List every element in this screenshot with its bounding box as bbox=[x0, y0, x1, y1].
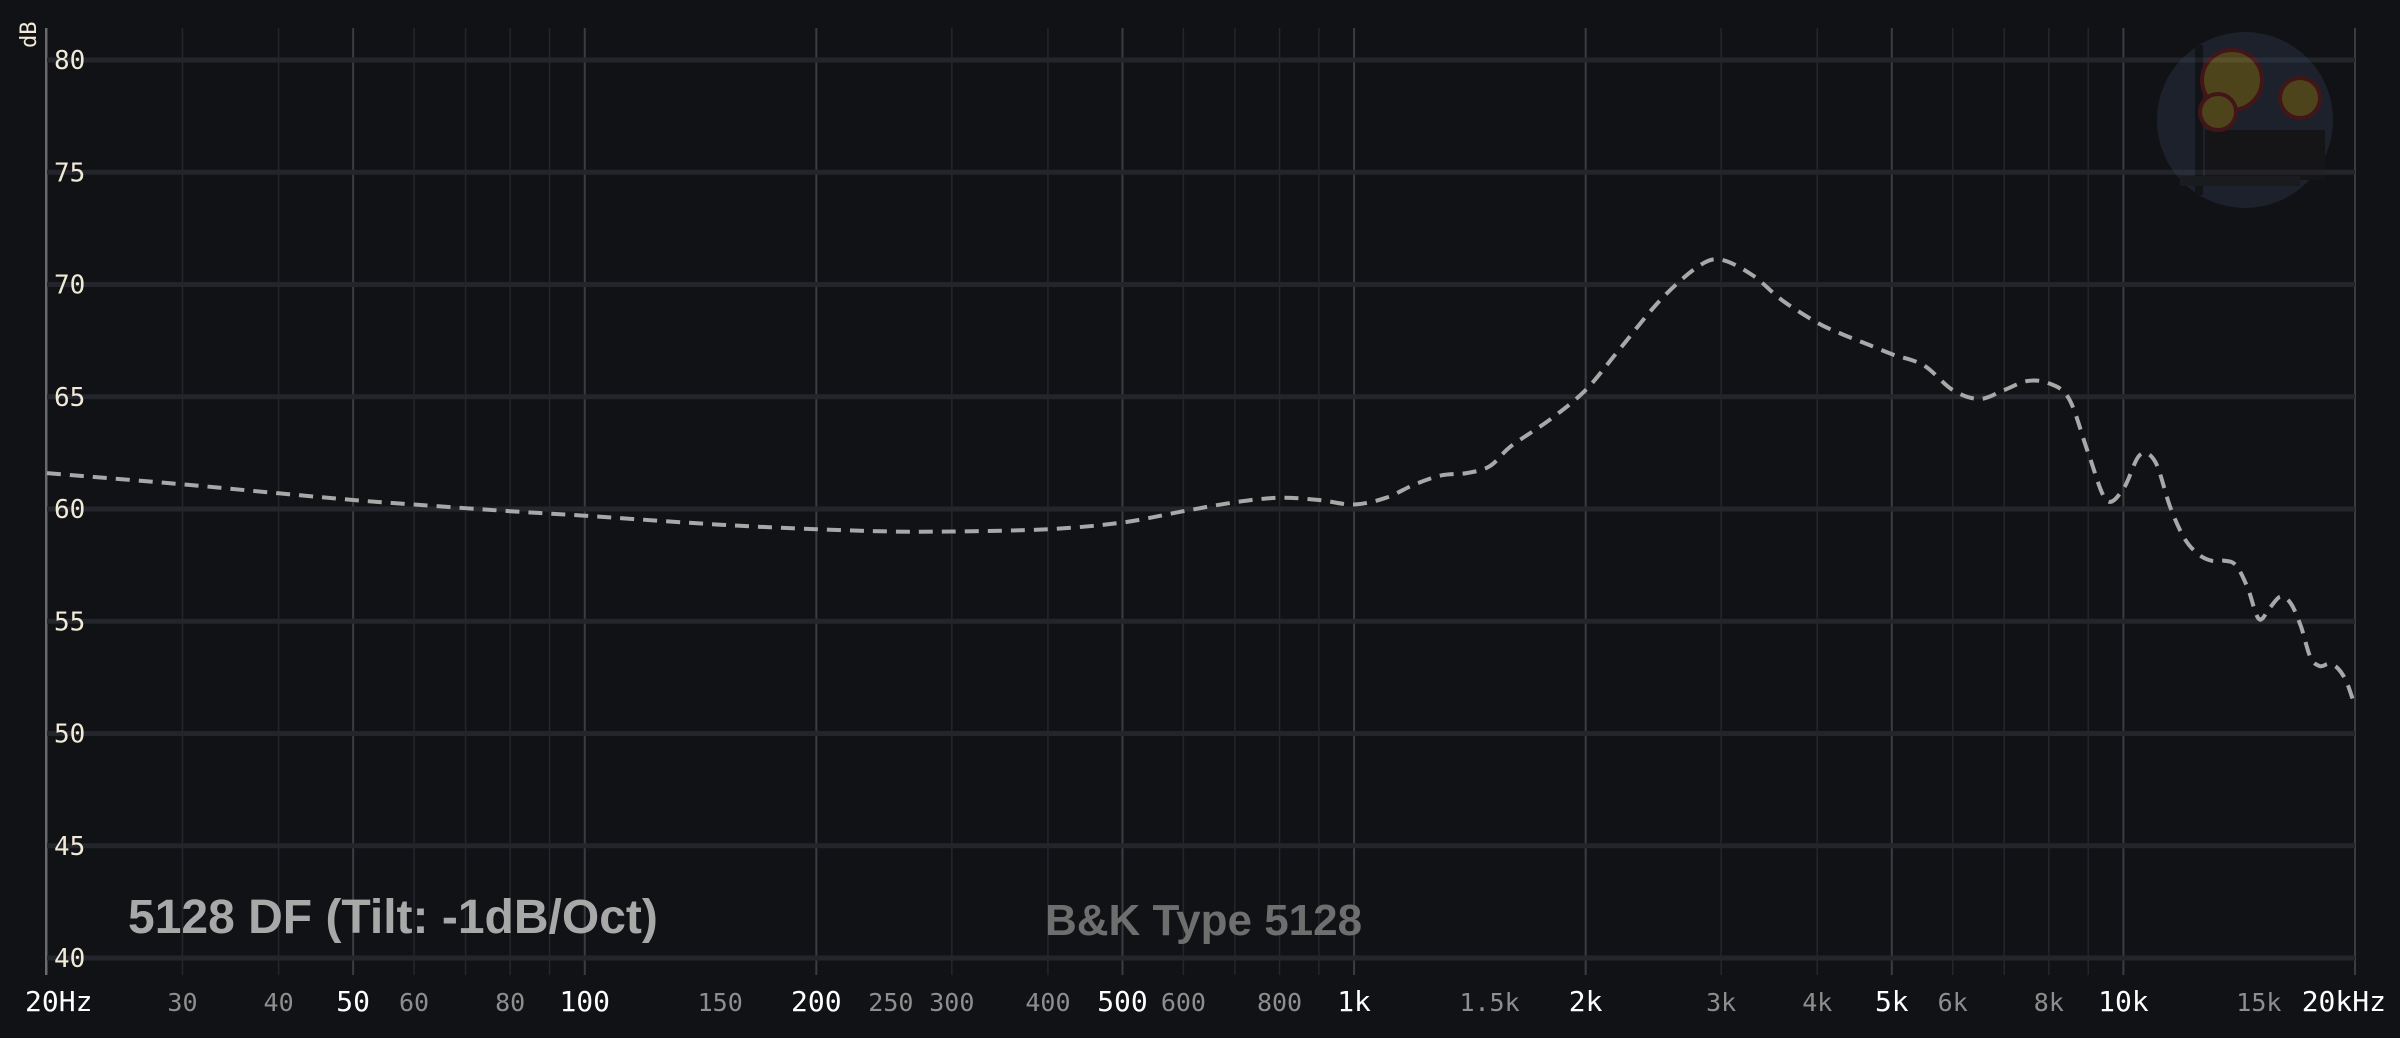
y-tick-label: 60 bbox=[54, 495, 85, 525]
x-tick-label: 6k bbox=[1938, 988, 1968, 1017]
x-tick-label: 8k bbox=[2034, 988, 2064, 1017]
x-tick-label: 50 bbox=[336, 985, 370, 1018]
x-tick-label: 400 bbox=[1025, 988, 1070, 1017]
x-tick-labels: 20Hz 30 40 50 60 80 100 150 200 250 300 400 500 600 80… bbox=[25, 985, 2386, 1018]
y-tick-label: 75 bbox=[54, 158, 85, 188]
x-tick-label: 1k bbox=[1337, 985, 1371, 1018]
x-tick-label: 1.5k bbox=[1459, 988, 1519, 1017]
y-tick-label: 65 bbox=[54, 383, 85, 413]
x-tick-label: 2k bbox=[1569, 985, 1603, 1018]
x-tick-label: 15k bbox=[2236, 988, 2281, 1017]
x-tick-label: 150 bbox=[698, 988, 743, 1017]
watermark-text: B&K Type 5128 bbox=[1045, 896, 1362, 945]
x-tick-label: 30 bbox=[167, 988, 197, 1017]
x-tick-label: 80 bbox=[495, 988, 525, 1017]
y-tick-label: 50 bbox=[54, 720, 85, 750]
x-tick-label: 10k bbox=[2098, 985, 2149, 1018]
y-tick-label: 45 bbox=[54, 832, 85, 862]
x-tick-label: 5k bbox=[1875, 985, 1909, 1018]
series-line-5128-df bbox=[46, 257, 2357, 708]
x-tick-label: 3k bbox=[1706, 988, 1736, 1017]
x-tick-label: 300 bbox=[929, 988, 974, 1017]
curve-label: 5128 DF (Tilt: -1dB/Oct) bbox=[128, 891, 658, 944]
y-axis-label: dB bbox=[17, 22, 42, 49]
logo-avatar-icon bbox=[2157, 32, 2333, 208]
x-tick-label: 4k bbox=[1802, 988, 1832, 1017]
x-tick-label: 200 bbox=[791, 985, 842, 1018]
y-tick-label: 40 bbox=[54, 944, 85, 974]
x-tick-label: 60 bbox=[399, 988, 429, 1017]
x-tick-label: 500 bbox=[1097, 985, 1148, 1018]
x-tick-label: 20Hz bbox=[25, 985, 92, 1018]
y-tick-label: 80 bbox=[54, 46, 85, 76]
y-tick-labels: 40 45 50 55 60 65 70 75 80 bbox=[54, 46, 85, 974]
y-tick-label: 70 bbox=[54, 271, 85, 301]
x-tick-label: 250 bbox=[868, 988, 913, 1017]
horizontal-grid bbox=[47, 57, 2355, 961]
x-tick-label: 600 bbox=[1161, 988, 1206, 1017]
x-tick-label: 100 bbox=[559, 985, 610, 1018]
y-tick-label: 55 bbox=[54, 607, 85, 637]
x-tick-label: 40 bbox=[264, 988, 294, 1017]
x-tick-label: 20kHz bbox=[2302, 985, 2386, 1018]
x-tick-label: 800 bbox=[1257, 988, 1302, 1017]
